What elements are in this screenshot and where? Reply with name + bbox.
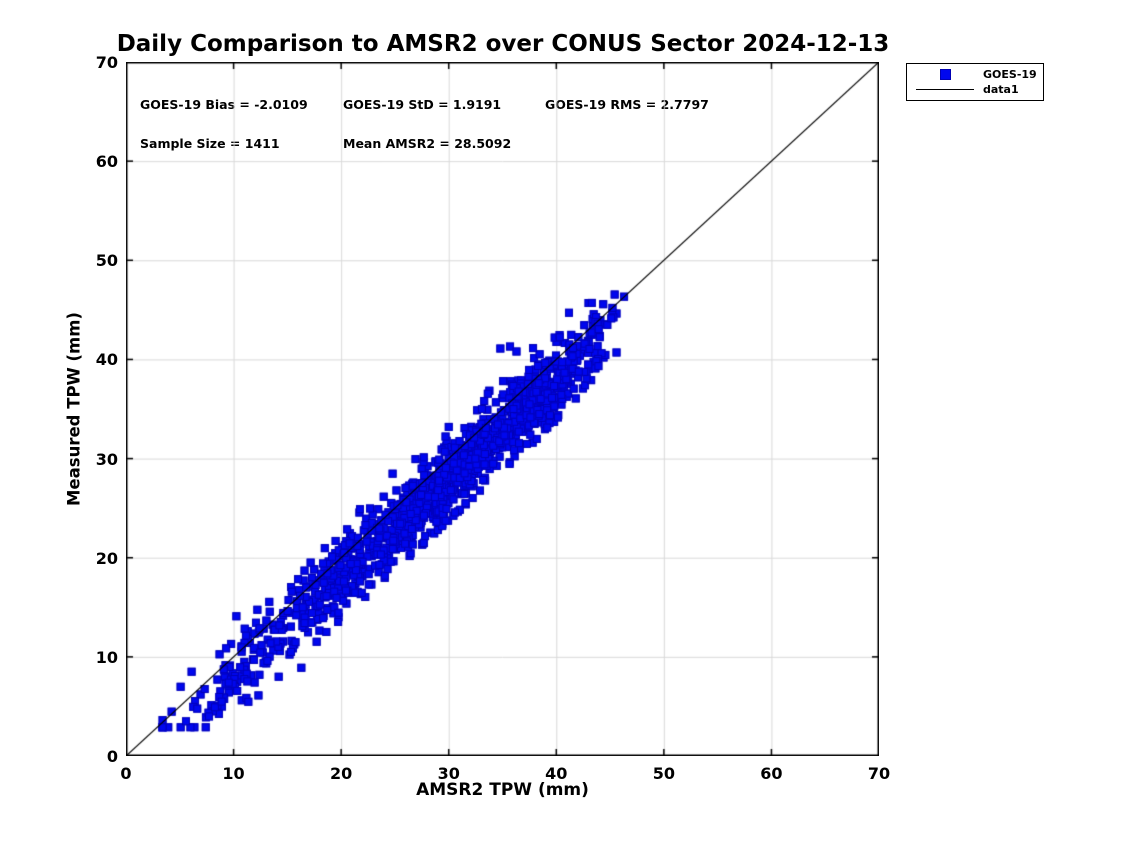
x-tick-label: 50 [652, 764, 675, 783]
legend-entry-data1: data1 [907, 82, 1043, 97]
y-tick-label: 0 [106, 747, 118, 766]
x-tick-label: 20 [330, 764, 353, 783]
y-tick-label: 70 [95, 53, 118, 72]
y-tick-label: 40 [95, 350, 118, 370]
legend: GOES-19 data1 [906, 63, 1044, 101]
legend-label: GOES-19 [983, 67, 1037, 81]
scatter-canvas [126, 62, 879, 756]
y-tick-label: 30 [95, 449, 118, 469]
x-tick-label: 40 [545, 764, 568, 783]
y-tick-label: 10 [95, 647, 118, 667]
x-axis-label: AMSR2 TPW (mm) [416, 780, 589, 800]
x-tick-label: 60 [760, 764, 783, 783]
legend-label: data1 [983, 83, 1019, 97]
x-tick-label: 10 [222, 764, 245, 783]
chart-title: Daily Comparison to AMSR2 over CONUS Sec… [116, 31, 890, 57]
legend-line-icon [916, 89, 974, 91]
y-tick-label: 50 [95, 251, 118, 271]
legend-entry-goes19: GOES-19 [907, 67, 1043, 82]
y-tick-label: 60 [95, 152, 118, 172]
x-tick-label: 70 [867, 764, 891, 783]
x-tick-label: 30 [437, 764, 460, 783]
plot-area [126, 62, 879, 756]
x-tick-label: 0 [120, 764, 132, 783]
legend-marker-icon [939, 68, 951, 80]
y-tick-label: 20 [95, 548, 118, 568]
y-axis-label: Measured TPW (mm) [64, 312, 84, 506]
